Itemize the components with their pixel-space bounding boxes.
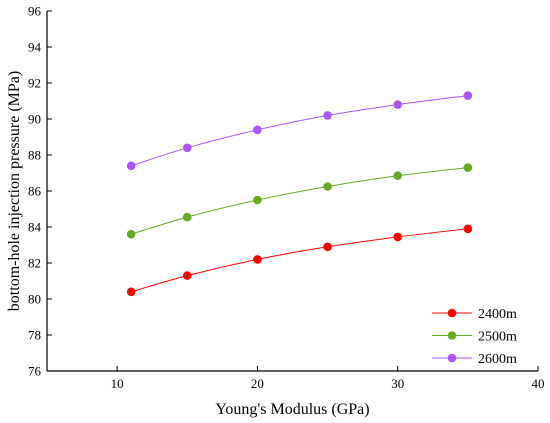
y-tick-label: 84 xyxy=(28,220,42,235)
y-tick-label: 76 xyxy=(28,364,42,379)
series-line xyxy=(131,95,468,167)
series-2500m xyxy=(126,163,473,239)
legend-label: 2500m xyxy=(478,330,517,345)
legend: 2400m 2500m 2600m xyxy=(432,307,517,367)
x-tick-label: 20 xyxy=(251,376,264,391)
x-axis-title: Young's Modulus (GPa) xyxy=(215,401,369,418)
data-point xyxy=(253,195,262,205)
data-point xyxy=(463,224,473,234)
data-point xyxy=(393,232,403,242)
legend-label: 2400m xyxy=(478,307,517,322)
series-2400m xyxy=(126,224,473,297)
series-line xyxy=(131,167,468,235)
legend-marker xyxy=(447,353,457,363)
data-point xyxy=(323,111,332,120)
x-tick-label: 40 xyxy=(532,376,545,391)
y-tick-label: 78 xyxy=(28,328,41,343)
legend-label: 2600m xyxy=(478,352,517,367)
data-point xyxy=(126,229,136,239)
series-line xyxy=(131,228,468,293)
data-point xyxy=(393,100,403,109)
data-point xyxy=(253,125,262,135)
data-point xyxy=(463,163,473,172)
data-point xyxy=(323,182,332,191)
data-point xyxy=(126,287,136,297)
series-2600m xyxy=(126,91,473,171)
data-point xyxy=(182,212,192,222)
data-point xyxy=(253,255,262,264)
y-tick-label: 88 xyxy=(28,148,41,163)
y-tick-label: 96 xyxy=(28,4,42,19)
data-point xyxy=(126,161,136,171)
y-tick-label: 82 xyxy=(28,256,41,271)
series-layer xyxy=(126,91,473,297)
legend-marker xyxy=(447,308,457,318)
axes: 76 78 80 82 84 86 88 90 92 94 96 10 20 30 40 xyxy=(28,4,545,392)
y-tick-label: 92 xyxy=(28,76,41,91)
y-tick-label: 80 xyxy=(28,292,41,307)
legend-marker xyxy=(447,331,457,340)
data-point xyxy=(323,242,332,252)
data-point xyxy=(182,143,192,153)
y-tick-label: 86 xyxy=(28,184,42,199)
data-point xyxy=(182,271,192,280)
data-point xyxy=(393,171,403,180)
y-tick-label: 94 xyxy=(28,40,42,55)
x-tick-label: 10 xyxy=(111,376,124,391)
x-tick-label: 30 xyxy=(391,376,404,391)
data-point xyxy=(463,91,473,100)
y-tick-label: 90 xyxy=(28,112,41,127)
y-axis-title: bottom-hole injection pressure (MPa) xyxy=(6,71,23,311)
